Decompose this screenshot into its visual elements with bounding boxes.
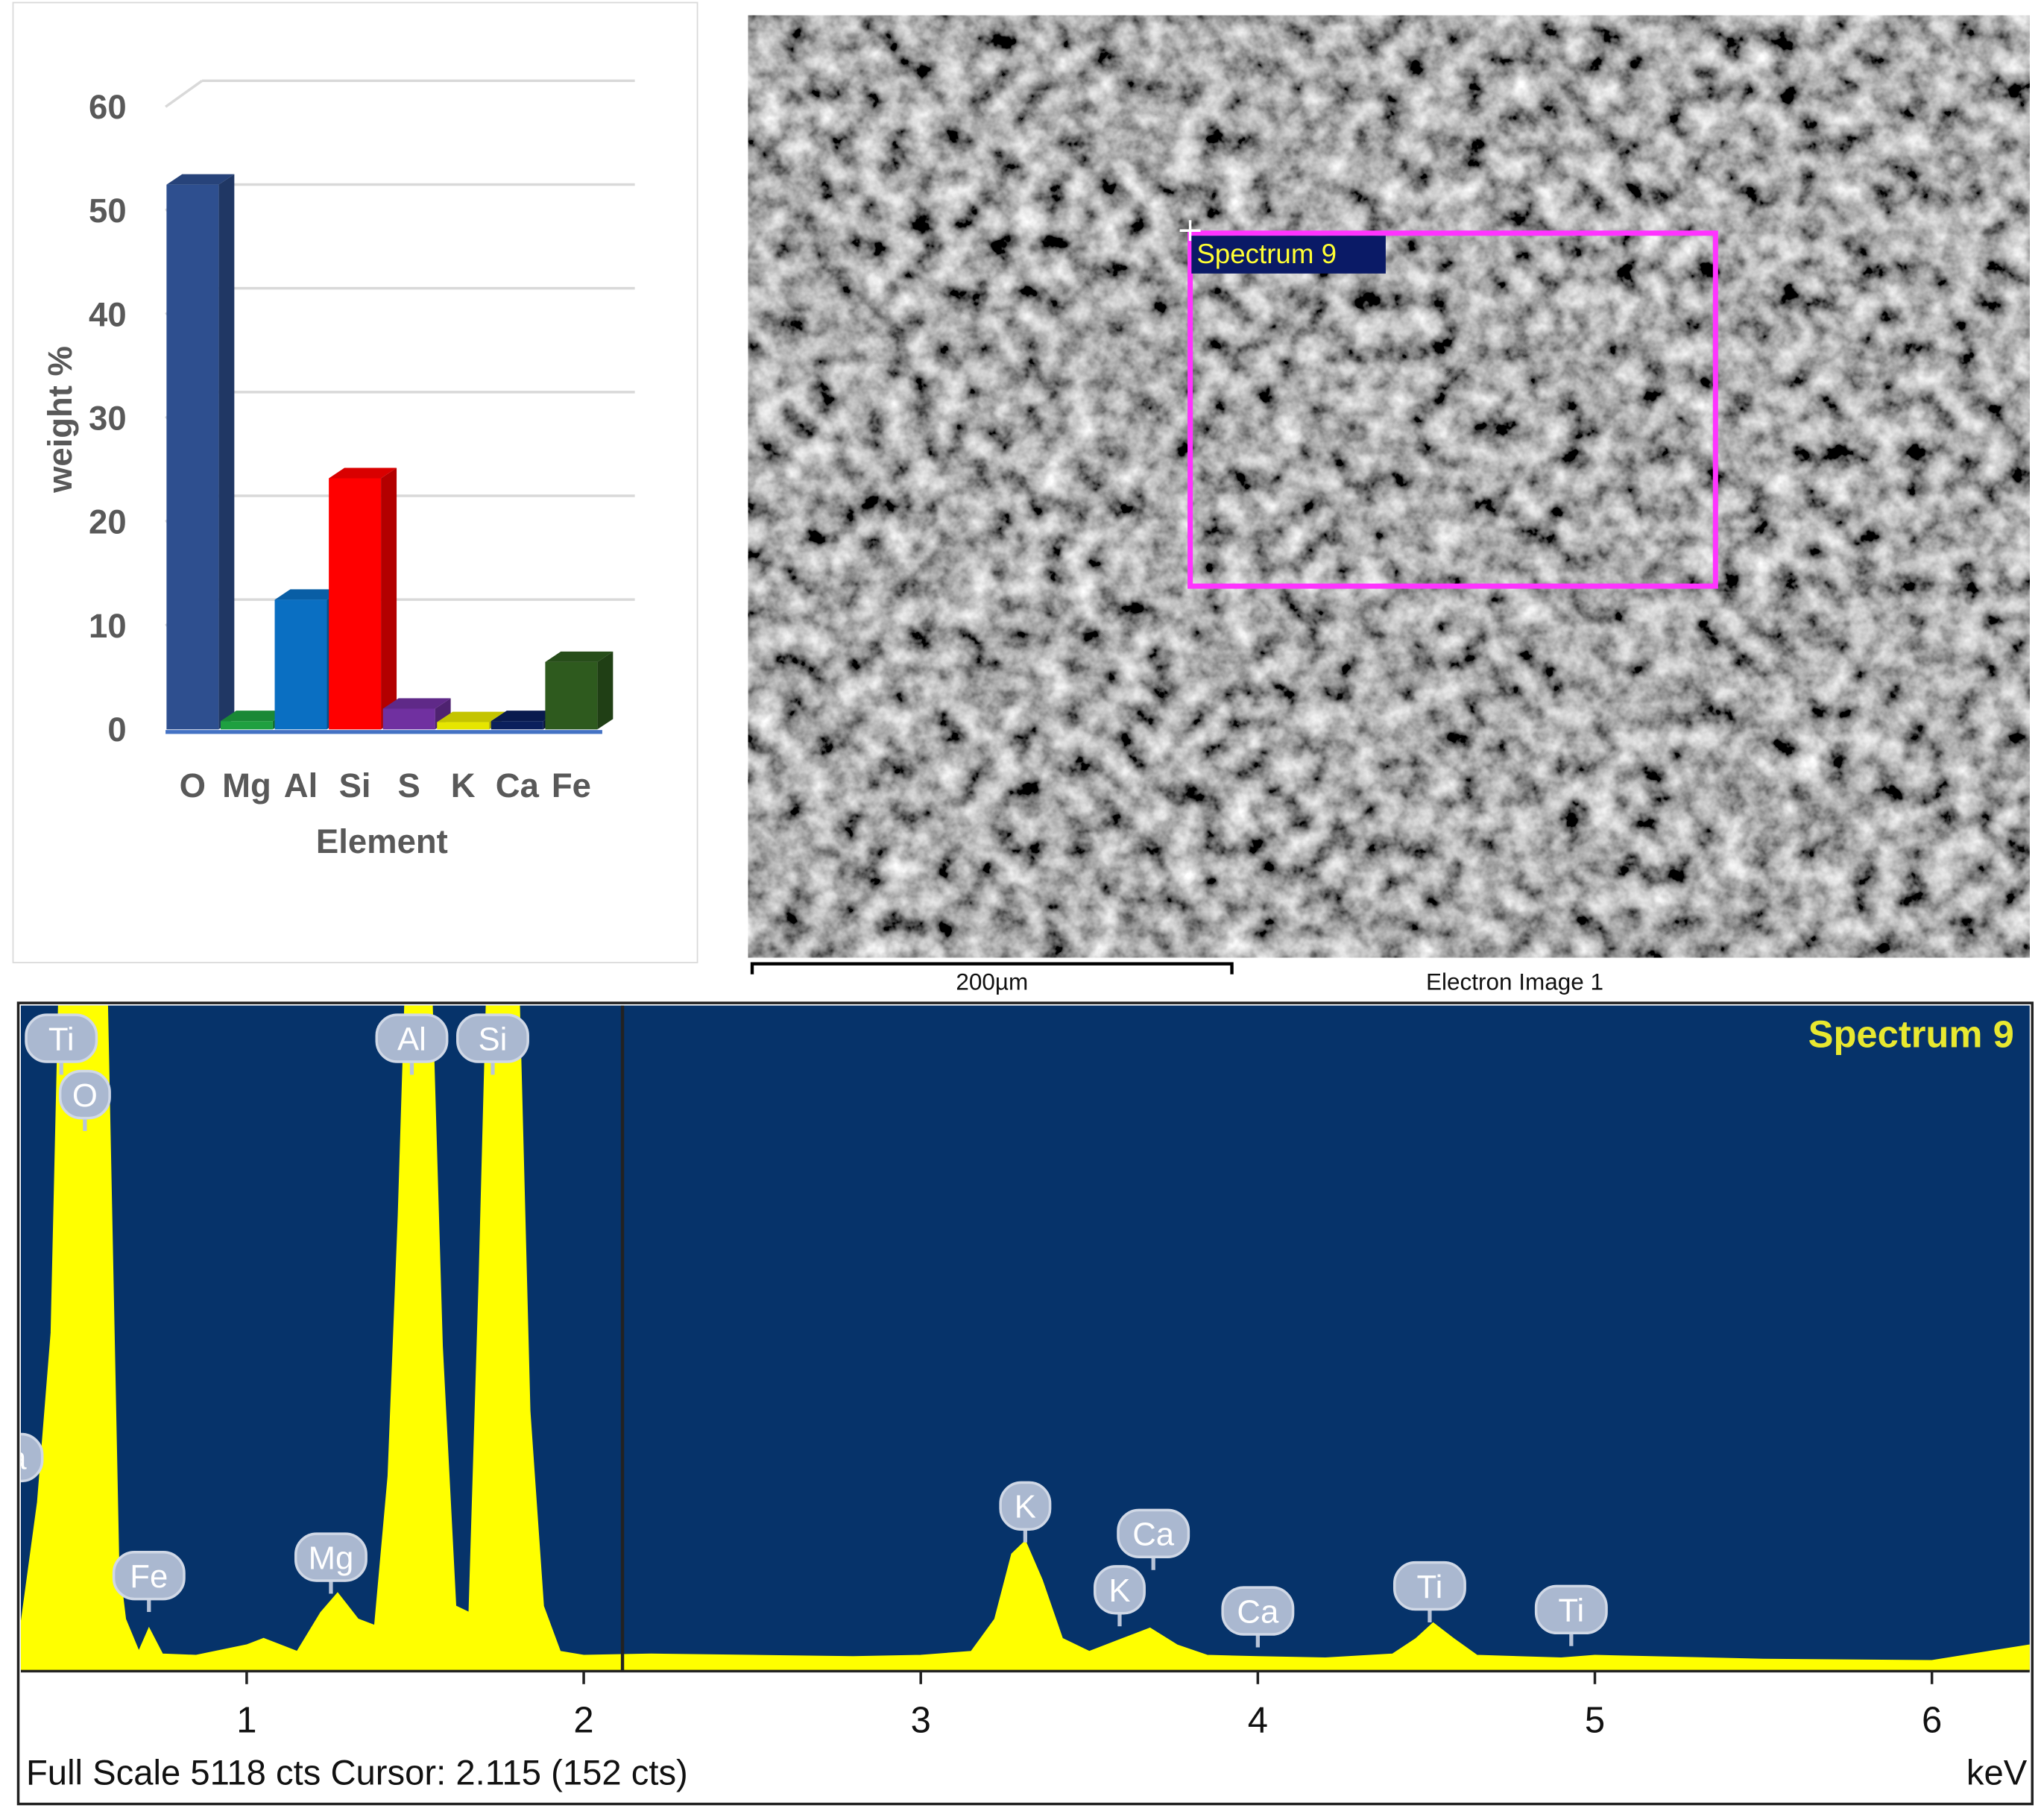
peak-label: Ti: [48, 1021, 75, 1057]
peak-marker: [58, 1069, 111, 1120]
bar-side: [218, 174, 235, 730]
bar: [545, 661, 598, 730]
peak-label: O: [72, 1077, 98, 1114]
sem-image: Spectrum 9 200µm Electron Image 1: [748, 15, 2030, 995]
bar: [220, 721, 273, 730]
x-tick-label: Fe: [552, 766, 591, 804]
peak-label: Mg: [309, 1540, 354, 1576]
peak-marker: [456, 1013, 529, 1063]
y-tick-label: 20: [89, 503, 127, 541]
bar: [274, 599, 327, 730]
y-axis-label: weight %: [41, 346, 79, 494]
peak-label: Ca: [1132, 1517, 1175, 1553]
bar-top: [382, 698, 451, 709]
bar: [166, 184, 219, 730]
x-tick-label: 6: [1922, 1700, 1942, 1740]
x-tick-label: O: [180, 766, 206, 804]
x-tick-label: Mg: [222, 766, 271, 804]
spectrum-title: Spectrum 9: [1808, 1013, 2014, 1056]
peak-marker: [1534, 1584, 1608, 1635]
x-tick-label: 1: [236, 1700, 256, 1740]
x-tick-label: K: [451, 766, 476, 804]
y-tick-label: 60: [89, 88, 127, 126]
peak-label: Fe: [130, 1558, 168, 1595]
scale-bar-label: 200µm: [956, 969, 1028, 995]
bar-top: [437, 711, 505, 722]
spectrum-footer: Full Scale 5118 cts Cursor: 2.115 (152 c…: [26, 1753, 688, 1792]
y-tick-label: 50: [89, 192, 127, 230]
bar: [437, 722, 490, 730]
peak-marker: [20, 1432, 44, 1483]
y-tick-label: 40: [89, 295, 127, 333]
selection-box: [1187, 230, 1718, 589]
bar-side: [381, 467, 397, 730]
peak-marker: [999, 1481, 1052, 1531]
bar-top: [220, 711, 288, 722]
peak-label: K: [1108, 1572, 1130, 1609]
micrograph: [748, 15, 2030, 958]
peak-marker: [1392, 1561, 1466, 1611]
bar: [491, 721, 543, 730]
peak-label: K: [1015, 1489, 1036, 1525]
spectrum-chart: Full Scale 5118 cts Cursor: 2.115 (152 c…: [8, 1001, 2034, 1806]
bar-top: [545, 651, 613, 662]
peak-marker: [25, 1013, 98, 1063]
peak-marker: [1093, 1565, 1146, 1615]
bar: [329, 478, 382, 730]
peak-label: Si: [479, 1021, 508, 1057]
peak-label: Al: [397, 1021, 426, 1057]
crosshair: [1179, 220, 1201, 242]
x-tick-label: S: [397, 766, 420, 804]
y-tick-label: 0: [107, 711, 126, 749]
bar-top: [274, 589, 343, 600]
selection-label-bg: [1191, 236, 1386, 274]
grid-line: [165, 79, 204, 108]
x-tick-label: 2: [573, 1700, 593, 1740]
image-caption: Electron Image 1: [1426, 969, 1603, 995]
peak-label: Ti: [1417, 1569, 1443, 1605]
plot-clip: TiOAlSiaFeMgKCaKCaTiTi: [8, 1005, 2030, 1672]
x-tick-label: 5: [1585, 1700, 1605, 1740]
spectrum-area: [20, 1005, 2030, 1672]
bar-top: [329, 467, 397, 479]
x-tick-label: 3: [911, 1700, 931, 1740]
selection-label: Spectrum 9: [1196, 239, 1337, 269]
x-unit: keV: [1966, 1753, 2028, 1792]
x-tick-label: Ca: [496, 766, 540, 804]
peak-marker: [294, 1532, 368, 1582]
bar-top: [491, 711, 559, 722]
x-axis-label: Element: [316, 822, 448, 860]
x-tick-label: Si: [339, 766, 371, 804]
peak-label: a: [8, 1440, 27, 1477]
y-tick-label: 30: [89, 400, 127, 438]
x-tick-label: Al: [284, 766, 318, 804]
scale-bar: [750, 962, 1234, 974]
bar: [382, 708, 435, 730]
bar-top: [166, 174, 235, 185]
peak-marker: [112, 1550, 186, 1601]
y-tick-label: 10: [89, 607, 127, 645]
peak-marker: [1117, 1508, 1190, 1558]
bar-side: [597, 651, 613, 730]
peak-label: Ti: [1558, 1593, 1584, 1629]
peak-label: Ca: [1237, 1593, 1279, 1630]
peak-marker: [375, 1013, 449, 1063]
peak-marker: [1221, 1586, 1295, 1636]
bar-chart: Element weight % 0 10 20 30 40 50 60 O Mg Al Si S K C…: [12, 1, 698, 963]
x-tick-label: 4: [1248, 1700, 1268, 1740]
